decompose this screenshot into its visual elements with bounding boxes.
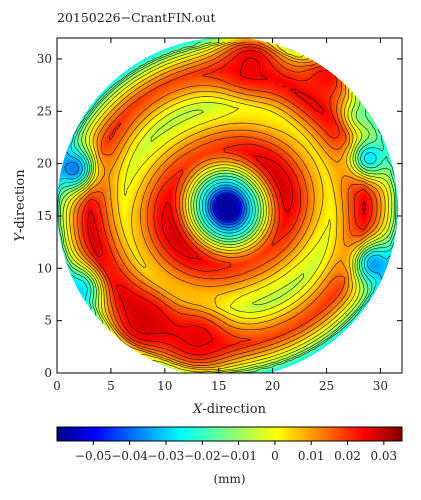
y-tick-label: 15 bbox=[37, 209, 52, 223]
x-tick-label: 10 bbox=[157, 379, 172, 393]
x-tick-label: 30 bbox=[373, 379, 388, 393]
colorbar-tick-label: −0.02 bbox=[184, 449, 221, 463]
x-tick-label: 5 bbox=[107, 379, 115, 393]
y-tick-label: 0 bbox=[44, 366, 52, 380]
colorbar-tick-label: −0.01 bbox=[220, 449, 257, 463]
colorbar-tick-label: 0.01 bbox=[298, 449, 325, 463]
axis-ticks: 0 5 10 15 20 25 30 0 5 10 15 20 25 30 bbox=[37, 38, 402, 393]
x-tick-label: 20 bbox=[265, 379, 280, 393]
y-tick-label: 20 bbox=[37, 157, 52, 171]
plot-frame bbox=[56, 37, 403, 374]
y-tick-label: 30 bbox=[37, 52, 52, 66]
colorbar-tick-label: −0.03 bbox=[148, 449, 185, 463]
colorbar bbox=[56, 426, 403, 442]
y-tick-label: 10 bbox=[37, 261, 52, 275]
field-layer bbox=[57, 38, 398, 373]
x-axis-title: X-direction bbox=[192, 402, 267, 417]
colorbar-tick-label: 0 bbox=[271, 449, 279, 463]
y-tick-label: 5 bbox=[44, 314, 52, 328]
y-tick-label: 25 bbox=[37, 104, 52, 118]
chart-title: 20150226−CrantFIN.out bbox=[57, 10, 215, 25]
x-tick-label: 15 bbox=[211, 379, 226, 393]
colorbar-tick-label: −0.05 bbox=[75, 449, 112, 463]
colorbar-tick-label: −0.04 bbox=[111, 449, 148, 463]
colorbar-tick-label: 0.02 bbox=[334, 449, 361, 463]
y-axis-title: Y-direction bbox=[13, 169, 28, 242]
x-tick-label: 0 bbox=[53, 379, 61, 393]
x-tick-label: 25 bbox=[319, 379, 334, 393]
colorbar-ticks: −0.05 −0.04 −0.03 −0.02 −0.01 0 0.01 0.02 0.03 bbox=[75, 441, 397, 463]
colorbar-tick-label: 0.03 bbox=[370, 449, 397, 463]
colorbar-label: (mm) bbox=[213, 472, 245, 486]
